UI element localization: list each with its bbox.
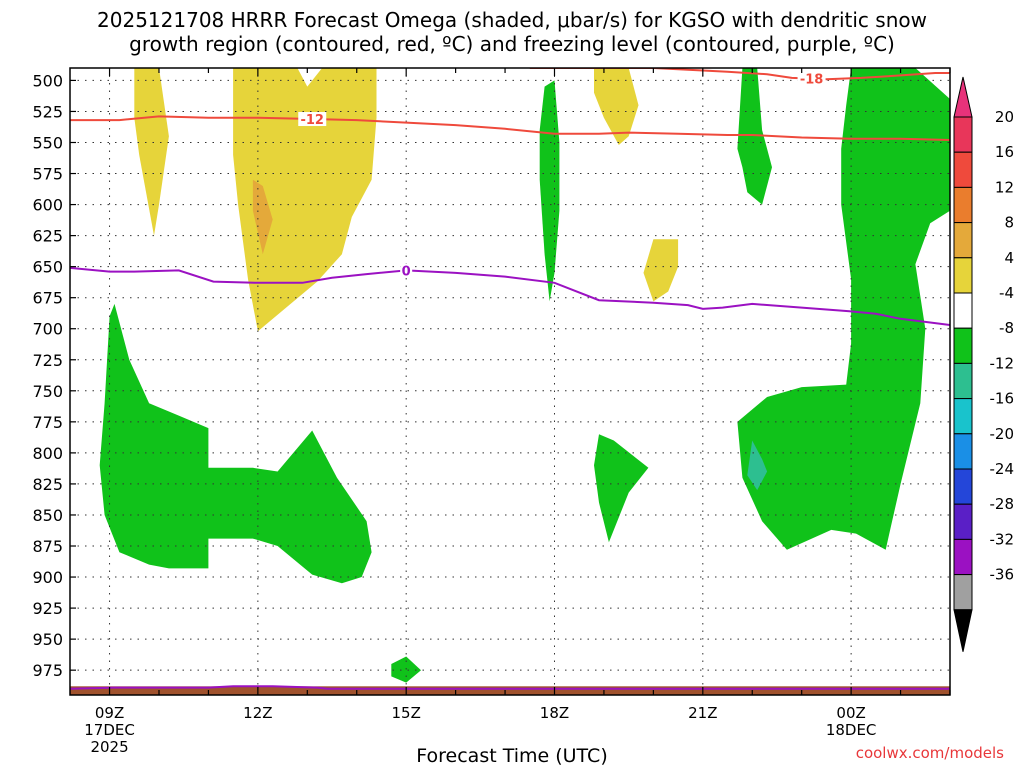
y-tick-label: 600 — [32, 196, 63, 215]
plot-area — [70, 68, 950, 695]
chart-title-line-1: 2025121708 HRRR Forecast Omega (shaded, … — [97, 8, 927, 32]
omega-region-8 — [747, 440, 768, 491]
colorbar-label: -16 — [990, 390, 1015, 408]
colorbar-label: -36 — [990, 566, 1015, 584]
colorbar-label: -8 — [999, 319, 1014, 337]
y-tick-label: 725 — [32, 351, 63, 370]
x-tick-label: 21Z — [688, 704, 717, 722]
colorbar-label: -28 — [990, 495, 1015, 513]
contour-label-bg — [298, 112, 327, 127]
omega-region-10 — [594, 434, 649, 543]
source-credit: coolwx.com/models — [855, 744, 1004, 762]
y-tick-label: 775 — [32, 413, 63, 432]
colorbar-label: 8 — [1004, 214, 1014, 232]
x-tick-label: 15Z — [391, 704, 420, 722]
y-tick-label: 950 — [32, 630, 63, 649]
colorbar-swatch — [953, 503, 973, 540]
colorbar-swatch — [953, 362, 973, 400]
x-axis-title: Forecast Time (UTC) — [416, 745, 608, 767]
colorbar-label: 4 — [1004, 249, 1014, 267]
contour-line-2 — [70, 266, 950, 326]
colorbar-label: -4 — [999, 284, 1014, 302]
x-tick-label: 18Z — [540, 704, 569, 722]
y-tick-label: 550 — [32, 133, 63, 152]
y-tick-label: 900 — [32, 568, 63, 587]
contour-layer: -12 -18 0 — [70, 68, 950, 690]
omega-region-9 — [99, 303, 372, 584]
y-tick-label: 750 — [32, 382, 63, 401]
chart-title-line-2: growth region (contoured, red, ºC) and f… — [129, 32, 895, 56]
y-tick-label: 800 — [32, 444, 63, 463]
contour-line-3 — [70, 685, 950, 690]
colorbar-top-cap — [953, 76, 973, 118]
colorbar-swatch — [953, 292, 973, 329]
y-tick-label: 675 — [32, 289, 63, 308]
x-tick-label: 2025 — [90, 738, 128, 756]
colorbar-label: -20 — [990, 425, 1015, 443]
omega-region-0 — [134, 68, 169, 236]
contour-label: 0 — [402, 264, 411, 279]
colorbar-swatch — [953, 538, 973, 576]
colorbar-swatch — [953, 398, 973, 435]
x-tick-label: 18DEC — [826, 721, 877, 739]
colorbar-label: 16 — [995, 143, 1014, 161]
colorbar-swatch — [953, 186, 973, 224]
y-tick-label: 850 — [32, 506, 63, 525]
omega-region-2 — [252, 179, 273, 255]
omega-region-6 — [737, 68, 772, 205]
contour-label-bg — [400, 263, 413, 278]
omega-region-3 — [594, 68, 639, 145]
contour-line-0 — [70, 115, 950, 141]
colorbar-swatch — [953, 151, 973, 188]
colorbar-label: 12 — [995, 178, 1014, 196]
omega-region-1 — [233, 68, 377, 332]
colorbar-label: 20 — [995, 108, 1014, 126]
colorbar-label: -32 — [990, 530, 1015, 548]
contour-label-bg — [797, 71, 826, 86]
plot-frame — [69, 67, 951, 696]
omega-region-4 — [643, 239, 679, 302]
y-tick-label: 575 — [32, 165, 63, 184]
y-axis: 500 525 550 575 600 625 650 675 700 725 750 775 800 8… — [32, 71, 76, 680]
omega-region-7 — [737, 68, 950, 550]
x-tick-label: 12Z — [243, 704, 272, 722]
contour-label: -12 — [300, 113, 324, 128]
y-tick-label: 825 — [32, 475, 63, 494]
y-tick-label: 650 — [32, 258, 63, 277]
colorbar-label: -12 — [990, 354, 1015, 372]
terrain-layer — [70, 686, 950, 695]
y-tick-label: 625 — [32, 227, 63, 246]
colorbar-bottom-cap — [953, 609, 973, 652]
colorbar-swatch — [953, 468, 973, 505]
x-tick-label: 09Z — [95, 704, 124, 722]
terrain-band — [70, 686, 950, 695]
x-tick-label: 17DEC — [84, 721, 135, 739]
contour-label: -18 — [800, 73, 824, 88]
colorbar-swatch — [953, 574, 973, 611]
y-tick-label: 875 — [32, 537, 63, 556]
y-tick-label: 975 — [32, 661, 63, 680]
colorbar-swatch — [953, 116, 973, 153]
colorbar: 20 16 12 8 4 -4 -8 -12 -16 -20 -24 -28 -32 -36 — [953, 76, 1015, 652]
y-tick-label: 525 — [32, 102, 63, 121]
colorbar-swatch — [953, 433, 973, 470]
colorbar-label: -24 — [990, 460, 1015, 478]
omega-region-11 — [391, 656, 421, 683]
colorbar-swatch — [953, 257, 973, 294]
colorbar-swatch — [953, 222, 973, 259]
colorbar-swatch — [953, 327, 973, 364]
y-tick-label: 925 — [32, 599, 63, 618]
x-tick-label: 00Z — [836, 704, 865, 722]
y-tick-label: 500 — [32, 71, 63, 90]
y-tick-label: 700 — [32, 320, 63, 339]
